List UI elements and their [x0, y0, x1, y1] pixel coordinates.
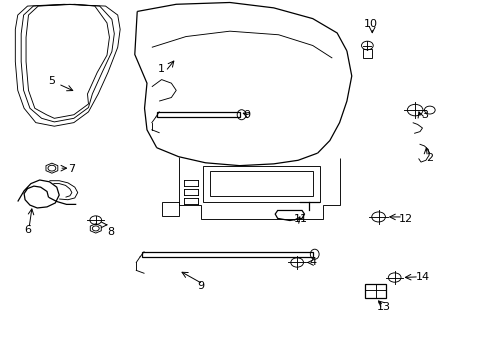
Text: 10: 10 [364, 19, 378, 29]
Text: 12: 12 [398, 215, 412, 224]
Text: 6: 6 [24, 225, 31, 235]
Text: 8: 8 [106, 227, 114, 237]
Text: 11: 11 [293, 215, 307, 224]
Text: 13: 13 [376, 302, 390, 312]
Text: 9: 9 [243, 111, 250, 121]
Text: 1: 1 [158, 64, 165, 74]
Text: 5: 5 [48, 76, 55, 86]
Text: 2: 2 [426, 153, 432, 163]
Text: 7: 7 [68, 164, 75, 174]
Text: 4: 4 [308, 257, 316, 267]
Text: 9: 9 [197, 281, 204, 291]
Text: 14: 14 [415, 272, 428, 282]
Text: 3: 3 [421, 111, 427, 121]
